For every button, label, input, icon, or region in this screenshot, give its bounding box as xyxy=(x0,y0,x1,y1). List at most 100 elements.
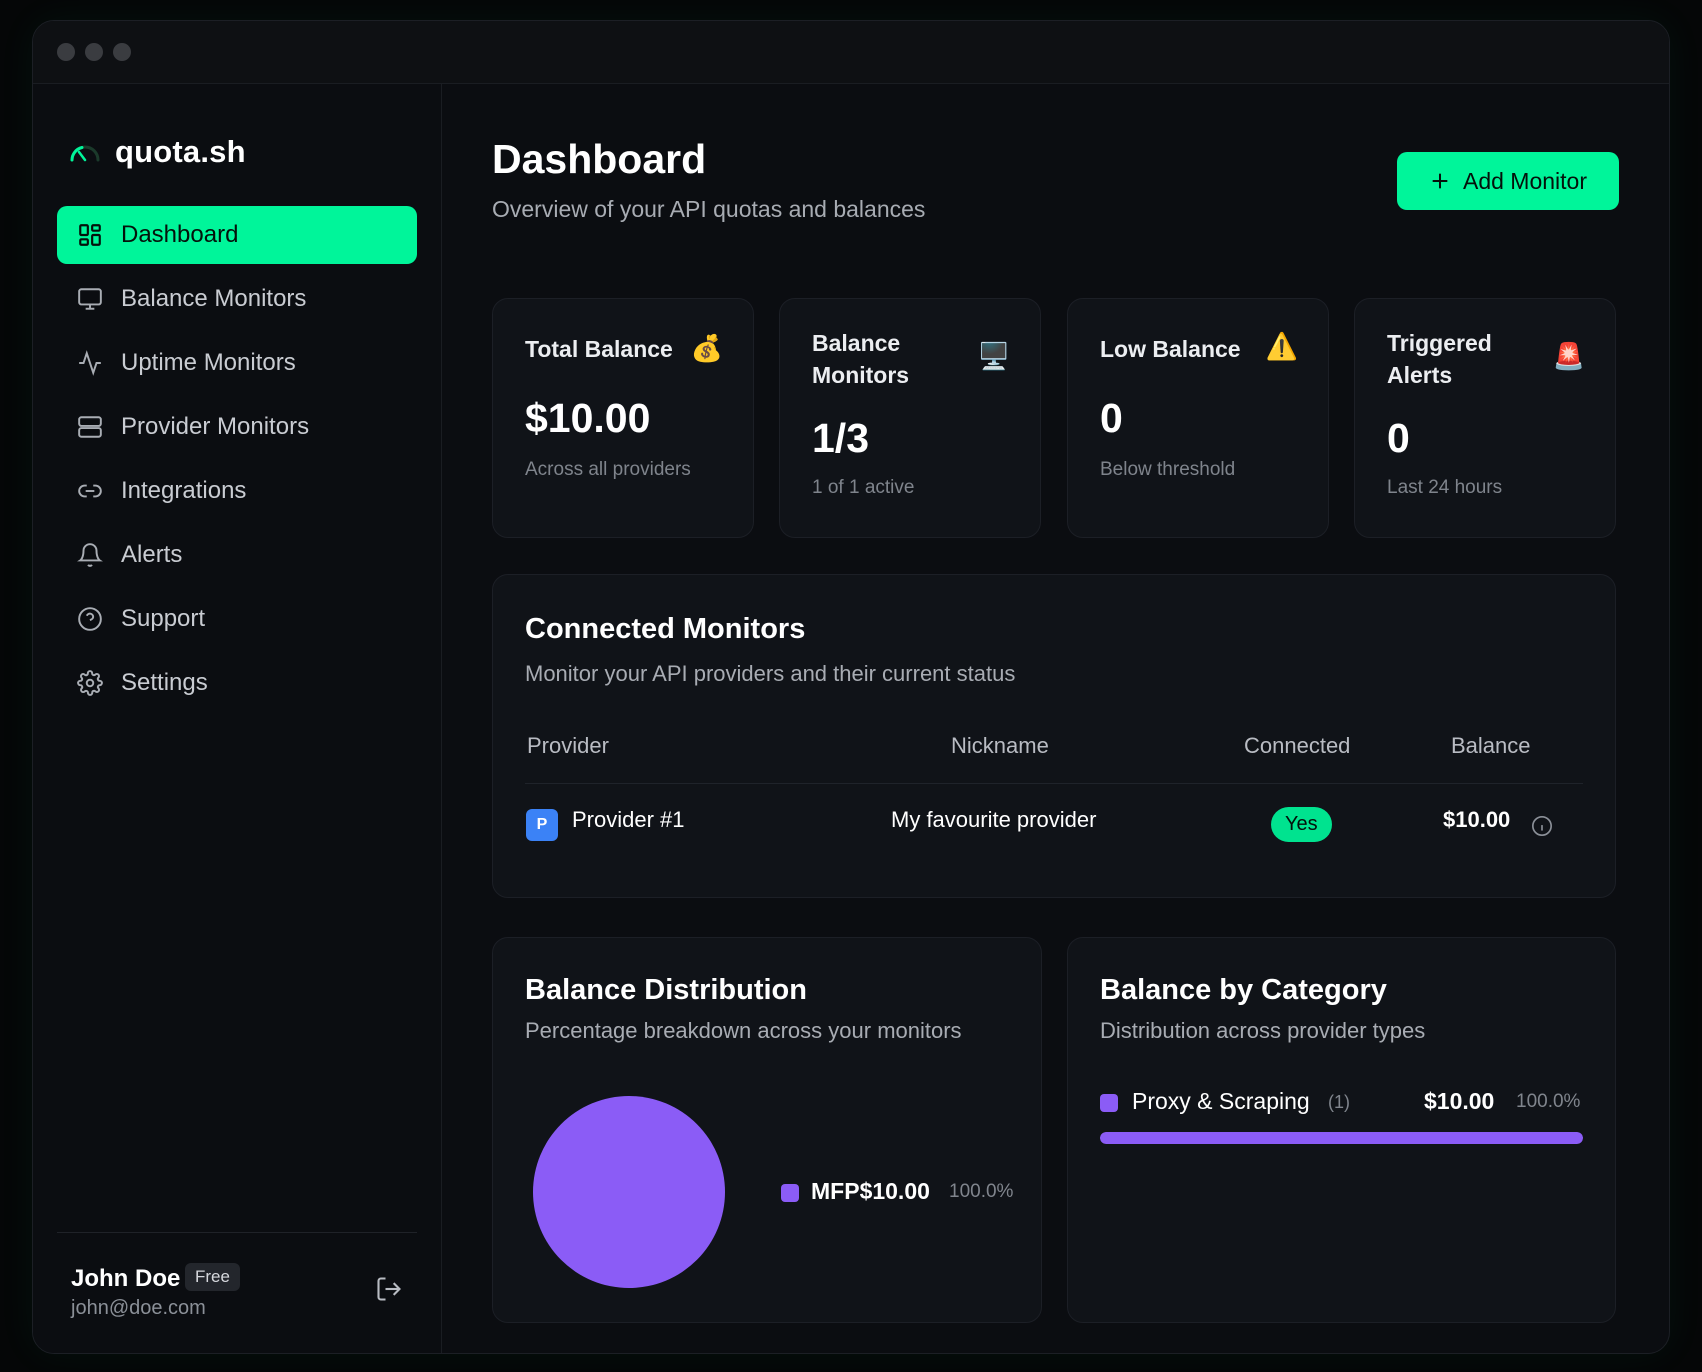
column-header-nickname[interactable]: Nickname xyxy=(951,733,1049,758)
stat-value: 1/3 xyxy=(812,415,869,461)
stat-card-low-balance: Low Balance ⚠️ 0 Below threshold xyxy=(1067,298,1329,538)
window-minimize-dot[interactable] xyxy=(85,43,103,61)
sidebar-item-label: Settings xyxy=(121,669,208,696)
stat-label: Balance Monitors xyxy=(812,330,910,388)
plus-icon xyxy=(1432,173,1448,189)
page-subtitle: Overview of your API quotas and balances xyxy=(492,196,926,222)
stat-label: Total Balance xyxy=(525,336,673,362)
title-bar xyxy=(33,21,1669,84)
info-icon[interactable] xyxy=(1531,815,1553,837)
pie-chart-svg xyxy=(533,1096,725,1288)
stat-sub: Below threshold xyxy=(1100,459,1236,480)
sidebar-item-integrations[interactable]: Integrations xyxy=(57,462,417,520)
category-amount: $10.00 xyxy=(1424,1088,1495,1114)
column-header-provider[interactable]: Provider xyxy=(527,733,609,758)
bell-icon xyxy=(77,543,103,567)
category-progress-bar xyxy=(1100,1132,1583,1144)
logout-icon[interactable] xyxy=(375,1275,403,1303)
app-window: quota.sh Dashboard Balance Monitors Upti… xyxy=(32,20,1670,1354)
sidebar-item-alerts[interactable]: Alerts xyxy=(57,526,417,584)
section-title: Connected Monitors xyxy=(525,613,806,645)
sidebar-item-support[interactable]: Support xyxy=(57,590,417,648)
section-subtitle: Percentage breakdown across your monitor… xyxy=(525,1018,962,1043)
user-email: john@doe.com xyxy=(71,1297,206,1319)
column-header-connected[interactable]: Connected xyxy=(1244,733,1351,758)
table-divider xyxy=(525,783,1583,784)
add-monitor-label: Add Monitor xyxy=(1462,167,1587,194)
stat-value: 0 xyxy=(1100,395,1123,441)
balance-distribution-card: Balance Distribution Percentage breakdow… xyxy=(492,937,1042,1323)
sidebar-item-label: Provider Monitors xyxy=(121,413,310,440)
category-swatch xyxy=(1100,1094,1118,1112)
window-maximize-dot[interactable] xyxy=(113,43,131,61)
legend-amount: $10.00 xyxy=(859,1178,930,1204)
category-count: (1) xyxy=(1328,1092,1350,1112)
window-close-dot[interactable] xyxy=(57,43,75,61)
brand[interactable]: quota.sh xyxy=(69,134,246,170)
main-content: Dashboard Overview of your API quotas an… xyxy=(442,84,1669,1353)
sidebar-item-label: Balance Monitors xyxy=(121,285,307,312)
stat-card-balance-monitors: Balance Monitors 🖥️ 1/3 1 of 1 active xyxy=(779,298,1041,538)
stat-sub: Across all providers xyxy=(525,459,691,480)
siren-icon: 🚨 xyxy=(1552,341,1585,371)
sidebar-item-label: Support xyxy=(121,605,206,632)
desktop-computer-icon: 🖥️ xyxy=(977,341,1010,371)
column-header-balance[interactable]: Balance xyxy=(1451,733,1531,758)
category-percent: 100.0% xyxy=(1516,1091,1581,1112)
stat-sub: 1 of 1 active xyxy=(812,477,915,498)
monitor-icon xyxy=(78,288,102,310)
warning-icon: ⚠️ xyxy=(1265,331,1298,361)
legend-label: MFP$10.00 xyxy=(811,1178,930,1205)
sidebar-item-settings[interactable]: Settings xyxy=(57,654,417,712)
stat-sub: Last 24 hours xyxy=(1387,477,1503,498)
balance-by-category-card: Balance by Category Distribution across … xyxy=(1067,937,1616,1323)
pie-slice-mfp[interactable] xyxy=(533,1096,725,1288)
stat-card-triggered-alerts: Triggered Alerts 🚨 0 Last 24 hours xyxy=(1354,298,1616,538)
add-monitor-button[interactable]: Add Monitor xyxy=(1397,152,1619,210)
money-bag-icon: 💰 xyxy=(690,333,723,363)
provider-nickname: My favourite provider xyxy=(891,807,1097,832)
grid-icon xyxy=(79,224,101,246)
sidebar-item-provider-monitors[interactable]: Provider Monitors xyxy=(57,398,417,456)
sidebar-nav: Dashboard Balance Monitors Uptime Monito… xyxy=(57,206,417,718)
server-icon xyxy=(78,416,102,438)
user-name: John Doe xyxy=(71,1265,181,1292)
sidebar: quota.sh Dashboard Balance Monitors Upti… xyxy=(33,84,442,1353)
page-title: Dashboard xyxy=(492,136,707,182)
help-circle-icon xyxy=(78,607,102,631)
legend-series-name: MFP xyxy=(811,1178,860,1204)
gauge-logo-icon xyxy=(70,145,100,162)
stat-value: 0 xyxy=(1387,415,1410,461)
pie-chart xyxy=(529,1092,729,1292)
legend-swatch xyxy=(781,1184,799,1202)
plan-badge: Free xyxy=(185,1263,240,1291)
section-title: Balance by Category xyxy=(1100,974,1387,1006)
link-icon xyxy=(78,484,102,498)
stat-card-total-balance: Total Balance 💰 $10.00 Across all provid… xyxy=(492,298,754,538)
section-subtitle: Distribution across provider types xyxy=(1100,1018,1426,1043)
category-name: Proxy & Scraping xyxy=(1132,1088,1310,1114)
gear-icon xyxy=(77,670,103,696)
provider-badge: P xyxy=(526,809,558,841)
connected-status-badge: Yes xyxy=(1271,807,1332,842)
sidebar-item-label: Uptime Monitors xyxy=(121,349,296,376)
user-panel: John Doe Free john@doe.com xyxy=(57,1232,417,1325)
legend-percent: 100.0% xyxy=(949,1181,1014,1202)
activity-icon xyxy=(79,350,101,376)
connected-monitors-card: Connected Monitors Monitor your API prov… xyxy=(492,574,1616,898)
stat-label: Triggered Alerts xyxy=(1387,330,1492,388)
category-progress-fill xyxy=(1100,1132,1583,1144)
section-subtitle: Monitor your API providers and their cur… xyxy=(525,661,1016,686)
provider-balance: $10.00 xyxy=(1443,807,1511,832)
stat-label: Low Balance xyxy=(1100,336,1241,362)
section-title: Balance Distribution xyxy=(525,974,807,1006)
brand-name: quota.sh xyxy=(115,134,246,169)
provider-name: Provider #1 xyxy=(572,807,685,832)
stat-value: $10.00 xyxy=(525,395,651,441)
sidebar-item-dashboard[interactable]: Dashboard xyxy=(57,206,417,264)
sidebar-item-label: Alerts xyxy=(121,541,183,568)
sidebar-item-label: Dashboard xyxy=(121,221,239,248)
sidebar-item-uptime-monitors[interactable]: Uptime Monitors xyxy=(57,334,417,392)
sidebar-item-balance-monitors[interactable]: Balance Monitors xyxy=(57,270,417,328)
sidebar-item-label: Integrations xyxy=(121,477,247,504)
